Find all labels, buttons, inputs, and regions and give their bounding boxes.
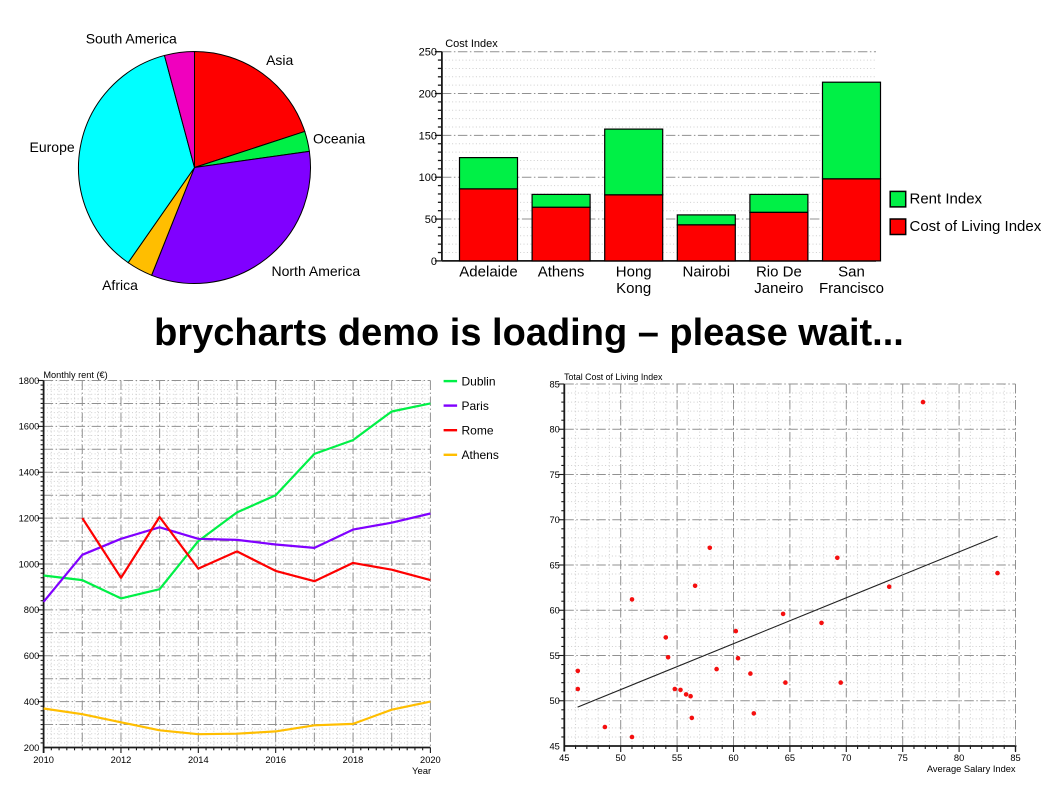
svg-text:45: 45 bbox=[549, 741, 559, 751]
svg-text:San: San bbox=[838, 264, 865, 281]
svg-text:600: 600 bbox=[24, 651, 40, 661]
svg-text:Rome: Rome bbox=[462, 423, 494, 437]
svg-text:Paris: Paris bbox=[462, 399, 489, 413]
svg-text:Year: Year bbox=[412, 766, 431, 777]
svg-text:1600: 1600 bbox=[19, 422, 40, 432]
svg-text:Europe: Europe bbox=[30, 139, 75, 155]
svg-text:55: 55 bbox=[672, 753, 682, 763]
svg-text:70: 70 bbox=[549, 515, 559, 525]
svg-text:North America: North America bbox=[272, 263, 361, 279]
svg-text:Asia: Asia bbox=[266, 52, 293, 68]
svg-text:50: 50 bbox=[616, 753, 626, 763]
svg-text:Cost Index: Cost Index bbox=[445, 38, 498, 50]
svg-text:200: 200 bbox=[419, 89, 437, 101]
svg-text:Adelaide: Adelaide bbox=[459, 264, 517, 281]
svg-text:1400: 1400 bbox=[19, 468, 40, 478]
svg-text:1200: 1200 bbox=[19, 513, 40, 523]
svg-text:Rent Index: Rent Index bbox=[910, 191, 983, 208]
svg-text:400: 400 bbox=[24, 697, 40, 707]
svg-text:0: 0 bbox=[431, 256, 437, 268]
svg-text:2020: 2020 bbox=[420, 755, 441, 765]
svg-text:Athens: Athens bbox=[462, 448, 499, 462]
svg-text:2014: 2014 bbox=[188, 755, 209, 765]
svg-text:45: 45 bbox=[559, 753, 569, 763]
svg-text:Oceania: Oceania bbox=[313, 130, 365, 146]
svg-text:Africa: Africa bbox=[102, 277, 138, 293]
svg-text:65: 65 bbox=[785, 753, 795, 763]
svg-text:85: 85 bbox=[549, 379, 559, 389]
svg-text:Nairobi: Nairobi bbox=[683, 264, 731, 281]
svg-text:2018: 2018 bbox=[343, 755, 364, 765]
svg-text:2012: 2012 bbox=[111, 755, 132, 765]
svg-text:Average Salary Index: Average Salary Index bbox=[927, 764, 1016, 774]
svg-text:250: 250 bbox=[419, 47, 437, 59]
svg-text:75: 75 bbox=[549, 470, 559, 480]
svg-text:55: 55 bbox=[549, 651, 559, 661]
svg-text:Hong: Hong bbox=[616, 264, 652, 281]
svg-text:1800: 1800 bbox=[19, 376, 40, 386]
svg-text:60: 60 bbox=[728, 753, 738, 763]
svg-text:Rio De: Rio De bbox=[756, 264, 802, 281]
svg-text:Kong: Kong bbox=[616, 280, 651, 297]
svg-text:80: 80 bbox=[549, 425, 559, 435]
svg-text:65: 65 bbox=[549, 560, 559, 570]
svg-text:60: 60 bbox=[549, 606, 559, 616]
svg-text:200: 200 bbox=[24, 743, 40, 753]
svg-text:75: 75 bbox=[898, 753, 908, 763]
svg-text:Cost of Living Index: Cost of Living Index bbox=[910, 218, 1042, 235]
svg-text:100: 100 bbox=[419, 172, 437, 184]
svg-text:800: 800 bbox=[24, 605, 40, 615]
svg-text:70: 70 bbox=[841, 753, 851, 763]
svg-text:80: 80 bbox=[954, 753, 964, 763]
svg-text:2010: 2010 bbox=[33, 755, 54, 765]
svg-text:Dublin: Dublin bbox=[462, 374, 496, 388]
svg-text:Monthly rent (€): Monthly rent (€) bbox=[43, 370, 107, 380]
svg-text:Francisco: Francisco bbox=[819, 280, 884, 297]
svg-text:2016: 2016 bbox=[265, 755, 286, 765]
svg-text:Athens: Athens bbox=[538, 264, 585, 281]
svg-text:Janeiro: Janeiro bbox=[754, 280, 803, 297]
svg-text:50: 50 bbox=[549, 696, 559, 706]
svg-text:150: 150 bbox=[419, 130, 437, 142]
svg-text:South America: South America bbox=[86, 31, 177, 47]
svg-text:50: 50 bbox=[425, 214, 437, 226]
svg-text:Total Cost of Living Index: Total Cost of Living Index bbox=[564, 372, 663, 382]
svg-text:85: 85 bbox=[1010, 753, 1020, 763]
svg-text:1000: 1000 bbox=[19, 559, 40, 569]
svg-text:brycharts demo is loading – pl: brycharts demo is loading – please wait.… bbox=[154, 312, 904, 354]
